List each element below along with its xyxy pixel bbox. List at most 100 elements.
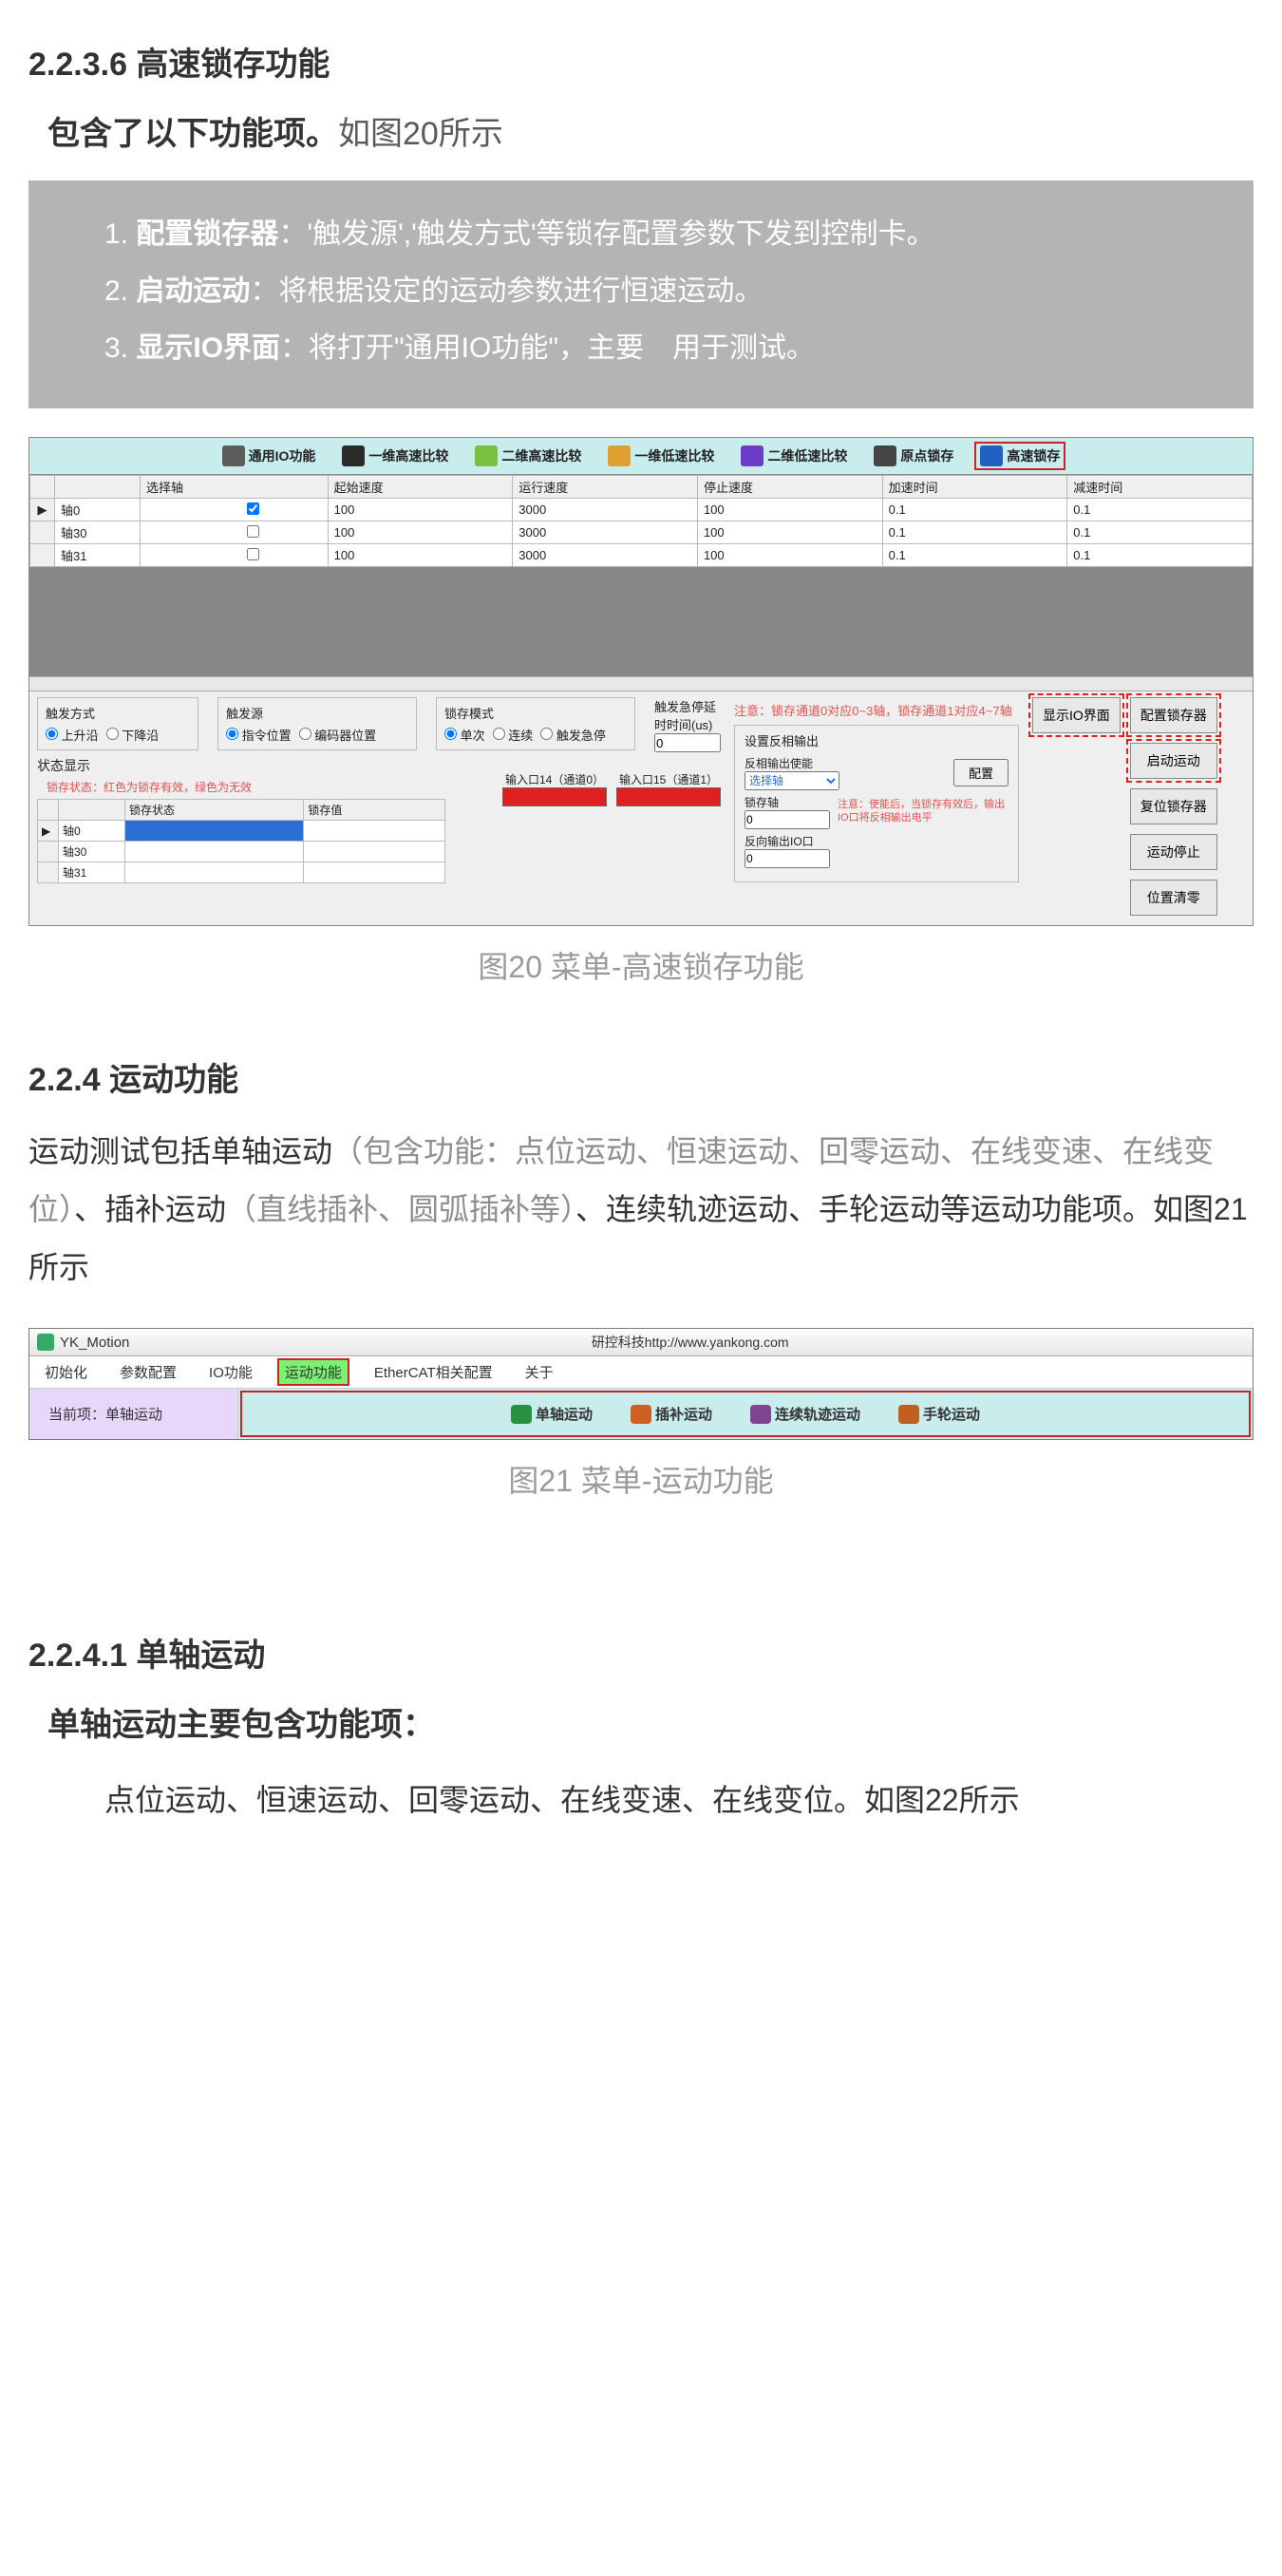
tab-icon <box>342 445 365 466</box>
motion-tab-icon <box>750 1405 771 1424</box>
tab-icon <box>608 445 631 466</box>
subheading-bold: 包含了以下功能项。 <box>47 116 338 152</box>
tab-icon <box>874 445 896 466</box>
section-heading-224: 2.2.4 运动功能 <box>28 1053 1254 1100</box>
menu-item[interactable]: 关于 <box>519 1360 559 1384</box>
inv-configure-button[interactable]: 配置 <box>953 759 1009 786</box>
fig21-motion-tabs[interactable]: 单轴运动 插补运动 连续轨迹运动 手轮运动 <box>238 1389 1253 1439</box>
radio-option[interactable]: 下降沿 <box>106 729 160 743</box>
fig20-left-column: 触发方式 上升沿 下降沿 触发源 指令位置 编码器位置 锁存模式 单次 连续 触… <box>37 697 721 916</box>
subheading-2241: 单轴运动主要包含功能项： <box>47 1698 1254 1745</box>
feature-list-item: 3. 显示IO界面：将打开"通用IO功能"，主要 用于测试。 <box>137 323 1206 374</box>
status-grid: 锁存状态锁存值▶轴0轴30轴31 <box>37 799 445 883</box>
tab-label: 通用IO功能 <box>249 446 316 465</box>
motion-tab-icon <box>898 1405 919 1424</box>
motion-tab[interactable]: 手轮运动 <box>898 1404 980 1424</box>
radio-option[interactable]: 上升沿 <box>46 729 99 743</box>
motion-tab-label: 插补运动 <box>655 1404 712 1424</box>
radio-option[interactable]: 单次 <box>444 729 485 743</box>
radio-option[interactable]: 触发急停 <box>540 729 606 743</box>
trigger-source-radios[interactable]: 指令位置 编码器位置 <box>226 726 408 744</box>
delay-input[interactable] <box>654 733 721 752</box>
feature-list-item: 1. 配置锁存器：'触发源','触发方式'等锁存配置参数下发到控制卡。 <box>137 209 1206 260</box>
figure-21-caption: 图21 菜单-运动功能 <box>28 1457 1254 1501</box>
fig20-tab[interactable]: 一维高速比较 <box>338 444 452 468</box>
inv-latch-axis-label: 锁存轴 <box>745 794 830 810</box>
motion-tab[interactable]: 插补运动 <box>631 1404 712 1424</box>
menu-item[interactable]: 参数配置 <box>114 1360 182 1384</box>
inv-enable-label: 反相输出使能 <box>745 755 946 771</box>
tab-label: 一维低速比较 <box>634 446 714 465</box>
menu-item[interactable]: 初始化 <box>39 1360 93 1384</box>
action-button[interactable]: 启动运动 <box>1130 743 1217 779</box>
figure-20-caption: 图20 菜单-高速锁存功能 <box>28 943 1254 987</box>
tab-label: 二维低速比较 <box>767 446 847 465</box>
motion-tab[interactable]: 连续轨迹运动 <box>750 1404 860 1424</box>
port-1-bar <box>616 787 721 806</box>
axis-select-checkbox[interactable] <box>247 525 259 538</box>
trigger-source-group: 触发源 指令位置 编码器位置 <box>217 697 417 750</box>
fig21-menubar[interactable]: 初始化参数配置 IO功能运动功能 EtherCAT相关配置关于 <box>29 1356 1253 1389</box>
status-note: 锁存状态：红色为锁存有效，绿色为无效 <box>47 779 474 795</box>
trigger-mode-radios[interactable]: 上升沿 下降沿 <box>46 726 190 744</box>
port-0-bar <box>502 787 607 806</box>
channel-note: 注意：锁存通道0对应0~3轴，锁存通道1对应4~7轴 <box>734 701 1019 719</box>
tab-label: 高速锁存 <box>1007 446 1060 465</box>
action-button[interactable]: 复位锁存器 <box>1130 788 1217 824</box>
tab-icon <box>222 445 245 466</box>
radio-option[interactable]: 连续 <box>493 729 534 743</box>
tab-icon <box>980 445 1003 466</box>
action-button[interactable]: 位置清零 <box>1130 880 1217 916</box>
motion-tab-label: 单轴运动 <box>536 1404 593 1424</box>
menu-item[interactable]: 运动功能 <box>279 1360 348 1384</box>
figure-20-screenshot: 通用IO功能 一维高速比较 二维高速比较 一维低速比较 二维低速比较 原点锁存 高速锁存 选… <box>28 437 1254 926</box>
figure-21-screenshot: YK_Motion 研控科技http://www.yankong.com 初始化… <box>28 1328 1254 1440</box>
fig20-tabbar: 通用IO功能 一维高速比较 二维高速比较 一维低速比较 二维低速比较 原点锁存 高速锁存 <box>29 438 1253 475</box>
motion-tab-icon <box>631 1405 651 1424</box>
app-icon <box>37 1334 54 1351</box>
radio-option[interactable]: 指令位置 <box>226 729 292 743</box>
fig21-titlebar: YK_Motion 研控科技http://www.yankong.com <box>29 1329 1253 1356</box>
tab-label: 一维高速比较 <box>368 446 448 465</box>
trigger-mode-label: 触发方式 <box>46 704 190 722</box>
fig20-grid-wrap: 选择轴起始速度运行速度停止速度加速时间减速时间▶轴010030001000.10… <box>29 475 1253 691</box>
latch-mode-radios[interactable]: 单次 连续 触发急停 <box>444 726 627 744</box>
section-heading-2236: 2.2.3.6 高速锁存功能 <box>28 38 1254 85</box>
port-1-indicator: 输入口15（通道1） <box>616 771 721 808</box>
fig20-tab[interactable]: 二维高速比较 <box>471 444 585 468</box>
invert-output-title: 设置反相输出 <box>745 731 1009 749</box>
fig20-tab[interactable]: 通用IO功能 <box>218 444 320 468</box>
delay-label: 触发急停延时时间(us) <box>654 700 716 732</box>
inv-out-io-input[interactable] <box>745 849 830 868</box>
menu-item[interactable]: IO功能 <box>203 1360 258 1384</box>
inv-latch-axis-input[interactable] <box>745 810 830 829</box>
inv-enable-select[interactable]: 选择轴 <box>745 771 839 790</box>
motion-tab[interactable]: 单轴运动 <box>511 1404 593 1424</box>
feature-list-box: 1. 配置锁存器：'触发源','触发方式'等锁存配置参数下发到控制卡。2. 启动… <box>28 180 1254 408</box>
axis-select-checkbox[interactable] <box>247 502 259 515</box>
trigger-mode-group: 触发方式 上升沿 下降沿 <box>37 697 198 750</box>
tab-label: 原点锁存 <box>900 446 953 465</box>
grid-empty-area <box>29 567 1253 691</box>
fig20-tab[interactable]: 二维低速比较 <box>737 444 851 468</box>
show-io-button[interactable]: 显示IO界面 <box>1032 697 1121 733</box>
motion-tab-label: 连续轨迹运动 <box>775 1404 860 1424</box>
fig20-tab[interactable]: 一维低速比较 <box>604 444 718 468</box>
tab-icon <box>741 445 764 466</box>
list-2241: 点位运动、恒速运动、回零运动、在线变速、在线变位。如图22所示 <box>104 1771 1197 1829</box>
tab-label: 二维高速比较 <box>501 446 581 465</box>
fig20-tab[interactable]: 原点锁存 <box>870 444 957 468</box>
menu-item[interactable]: EtherCAT相关配置 <box>368 1360 499 1384</box>
action-button[interactable]: 配置锁存器 <box>1130 697 1217 733</box>
trigger-source-label: 触发源 <box>226 704 408 722</box>
action-button[interactable]: 运动停止 <box>1130 834 1217 870</box>
motion-tab-icon <box>511 1405 532 1424</box>
inv-out-io-label: 反向输出IO口 <box>745 833 830 849</box>
delay-box: 触发急停延时时间(us) <box>654 697 721 752</box>
section-heading-2241: 2.2.4.1 单轴运动 <box>28 1629 1254 1676</box>
radio-option[interactable]: 编码器位置 <box>299 729 377 743</box>
fig20-right-column: 显示IO界面 配置锁存器启动运动复位锁存器运动停止位置清零 <box>1032 697 1279 916</box>
fig20-tab[interactable]: 高速锁存 <box>976 444 1064 468</box>
axis-select-checkbox[interactable] <box>247 548 259 560</box>
app-url: 研控科技http://www.yankong.com <box>592 1333 789 1352</box>
